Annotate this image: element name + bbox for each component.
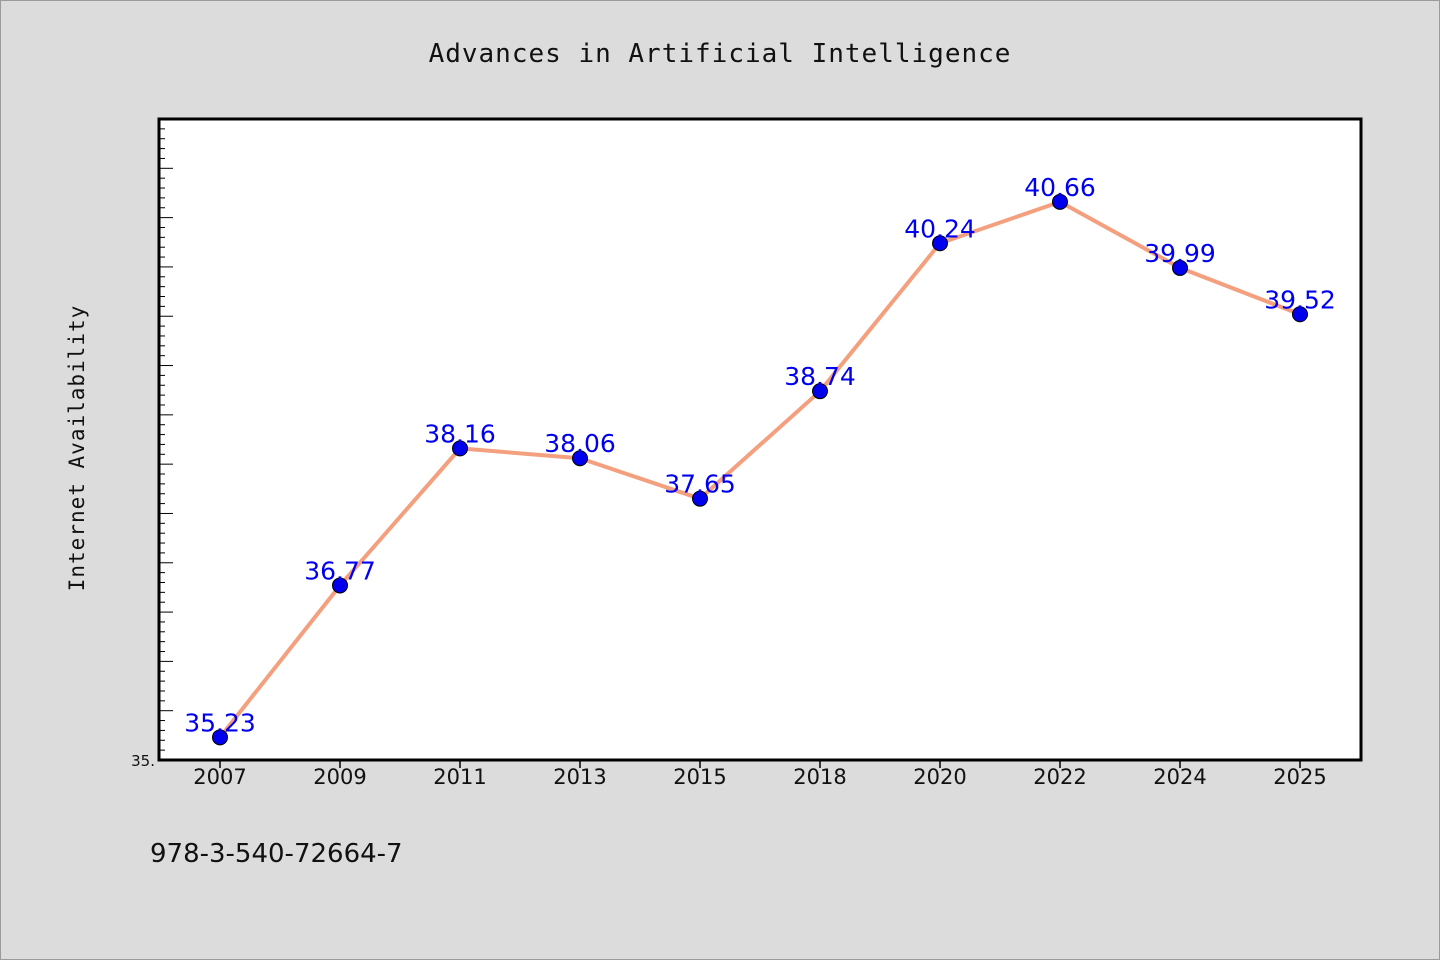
data-point — [212, 729, 228, 746]
x-tick-label: 2020 — [913, 765, 966, 789]
data-label: 39.99 — [1144, 239, 1216, 268]
x-tick-label: 2013 — [553, 765, 606, 789]
data-label: 38.06 — [544, 429, 616, 458]
x-tick-label: 2025 — [1273, 765, 1326, 789]
series-line-group — [212, 193, 1308, 746]
data-point — [452, 440, 468, 457]
data-label: 40.24 — [904, 214, 976, 243]
data-point — [932, 235, 948, 252]
data-point — [1292, 306, 1308, 323]
data-label: 37.65 — [664, 470, 736, 499]
data-label: 36.77 — [304, 556, 376, 585]
data-point — [1172, 259, 1188, 276]
y-tick-label: 35. — [131, 752, 155, 770]
x-tick-labels: 2007 2009 2011 2013 2015 2018 2020 2022 2024 2025 — [193, 765, 1326, 789]
x-axis-ticks — [219, 760, 1301, 768]
x-tick-label: 2011 — [433, 765, 486, 789]
y-axis-label: Internet Availability — [65, 305, 89, 592]
x-tick-label: 2015 — [673, 765, 726, 789]
data-label: 39.52 — [1264, 285, 1336, 314]
data-label: 40.66 — [1024, 173, 1096, 202]
data-label: 38.74 — [784, 362, 856, 391]
data-point — [332, 577, 348, 594]
data-point — [692, 490, 708, 507]
isbn-note: 978-3-540-72664-7 — [150, 839, 403, 869]
data-point — [1052, 193, 1068, 210]
plot-area — [157, 117, 1363, 762]
data-labels: 35.23 36.77 38.16 38.06 37.65 38.74 40.24 40.66… — [184, 173, 1336, 737]
chart-title: Advances in Artificial Intelligence — [429, 39, 1012, 69]
data-label: 35.23 — [184, 708, 256, 737]
series-line — [218, 199, 1302, 740]
data-point — [572, 450, 588, 467]
y-axis-ticks — [159, 128, 173, 751]
x-tick-label: 2018 — [793, 765, 846, 789]
x-tick-label: 2009 — [313, 765, 366, 789]
x-tick-label: 2022 — [1033, 765, 1086, 789]
data-label: 38.16 — [424, 419, 496, 448]
data-point — [812, 383, 828, 400]
x-tick-label: 2024 — [1153, 765, 1206, 789]
x-tick-label: 2007 — [193, 765, 246, 789]
